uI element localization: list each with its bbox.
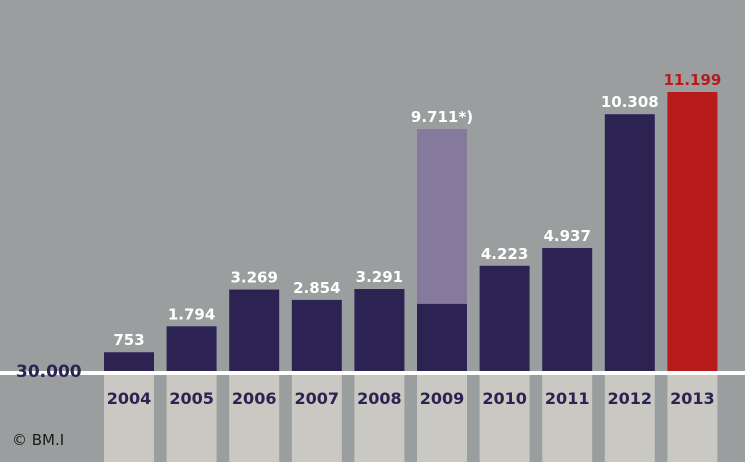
category-label: 2008 — [357, 389, 402, 408]
value-label: 2.854 — [293, 279, 340, 297]
baseline-label: 30.000 — [16, 362, 82, 382]
category-label: 2013 — [670, 389, 715, 408]
year-box — [354, 375, 405, 462]
bar — [667, 92, 718, 371]
category-label: 2010 — [482, 389, 527, 408]
year-box — [291, 375, 342, 462]
category-label: 2007 — [295, 389, 340, 408]
value-label: 10.308 — [601, 93, 659, 111]
value-label: 3.291 — [356, 268, 403, 286]
category-label: 2009 — [420, 389, 465, 408]
year-box — [479, 375, 530, 462]
year-box — [604, 375, 655, 462]
bar — [604, 114, 655, 372]
year-box — [104, 375, 154, 462]
year-box — [229, 375, 280, 462]
value-label: 3.269 — [230, 269, 277, 287]
value-label: 11.199 — [663, 71, 721, 89]
category-label: 2005 — [169, 389, 214, 408]
value-label: 1.794 — [168, 305, 215, 323]
value-label: 4.937 — [543, 227, 590, 245]
year-box — [542, 375, 593, 462]
bar-upper-segment — [417, 129, 467, 304]
bar — [104, 352, 154, 371]
value-label: 9.711*) — [411, 108, 473, 126]
value-label: 753 — [113, 331, 144, 349]
year-box — [667, 375, 718, 462]
year-box — [417, 375, 467, 462]
category-label: 2004 — [107, 389, 152, 408]
year-box — [166, 375, 217, 462]
bar — [417, 303, 467, 371]
value-label: 4.223 — [481, 245, 528, 263]
category-label: 2011 — [545, 389, 590, 408]
bar — [354, 289, 405, 371]
bar — [229, 289, 280, 371]
copyright-notice: © BM.I — [12, 431, 65, 449]
bar — [291, 299, 342, 371]
category-label: 2006 — [232, 389, 277, 408]
bar — [542, 248, 593, 371]
bar — [479, 265, 530, 371]
baseline — [0, 371, 745, 375]
category-label: 2012 — [608, 389, 653, 408]
bar — [166, 326, 217, 371]
